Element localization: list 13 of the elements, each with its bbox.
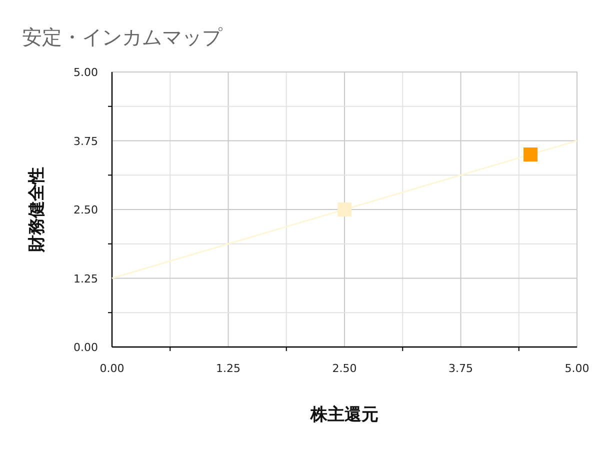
x-tick-label: 0.00	[100, 362, 124, 375]
y-tick-label: 3.75	[74, 134, 98, 148]
x-tick-label: 5.00	[564, 362, 590, 375]
x-tick-label: 3.75	[448, 362, 473, 375]
x-tick-label: 2.50	[332, 362, 357, 375]
y-tick-label: 2.50	[74, 204, 98, 216]
chart-title: 安定・インカムマップ	[22, 25, 223, 49]
x-axis-title: 株主還元	[310, 405, 378, 425]
y-axis-title: 財務健全性	[27, 167, 47, 253]
y-tick-label: 0.00	[74, 341, 98, 354]
y-tick-label: 1.25	[74, 272, 98, 286]
y-tick-label: 5.00	[74, 66, 98, 79]
x-tick-label: 1.25	[216, 362, 240, 375]
